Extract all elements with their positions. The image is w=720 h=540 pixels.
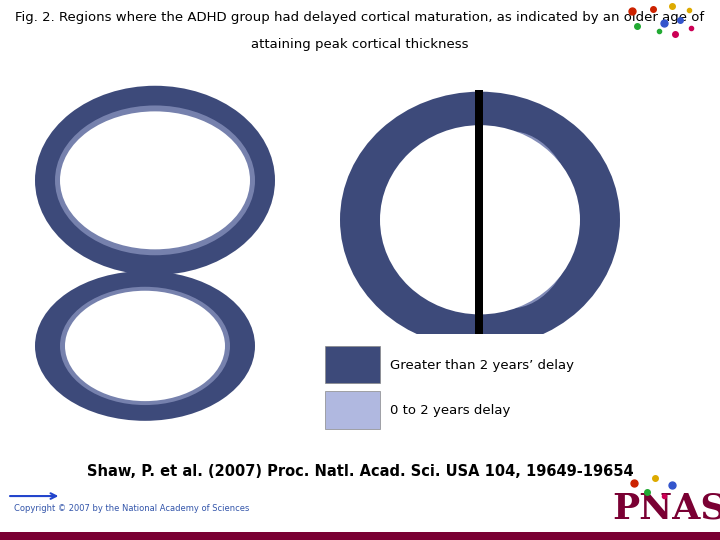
FancyBboxPatch shape (325, 392, 380, 429)
Ellipse shape (35, 86, 275, 275)
FancyBboxPatch shape (315, 334, 630, 444)
FancyBboxPatch shape (0, 531, 720, 540)
Text: 0 to 2 years delay: 0 to 2 years delay (390, 404, 510, 417)
Text: Fig. 2. Regions where the ADHD group had delayed cortical maturation, as indicat: Fig. 2. Regions where the ADHD group had… (15, 11, 705, 24)
Ellipse shape (380, 125, 580, 314)
Ellipse shape (60, 111, 250, 249)
Ellipse shape (65, 291, 225, 401)
Ellipse shape (445, 131, 575, 308)
Ellipse shape (35, 271, 255, 421)
Ellipse shape (55, 105, 255, 255)
FancyBboxPatch shape (325, 346, 380, 383)
Ellipse shape (340, 92, 620, 348)
Bar (475, 90, 483, 350)
Text: Shaw, P. et al. (2007) Proc. Natl. Acad. Sci. USA 104, 19649-19654: Shaw, P. et al. (2007) Proc. Natl. Acad.… (86, 464, 634, 479)
Text: Greater than 2 years’ delay: Greater than 2 years’ delay (390, 359, 574, 372)
Ellipse shape (60, 287, 230, 405)
Text: attaining peak cortical thickness: attaining peak cortical thickness (251, 38, 469, 51)
Text: Copyright © 2007 by the National Academy of Sciences: Copyright © 2007 by the National Academy… (14, 504, 250, 512)
Text: PNAS: PNAS (613, 491, 720, 525)
